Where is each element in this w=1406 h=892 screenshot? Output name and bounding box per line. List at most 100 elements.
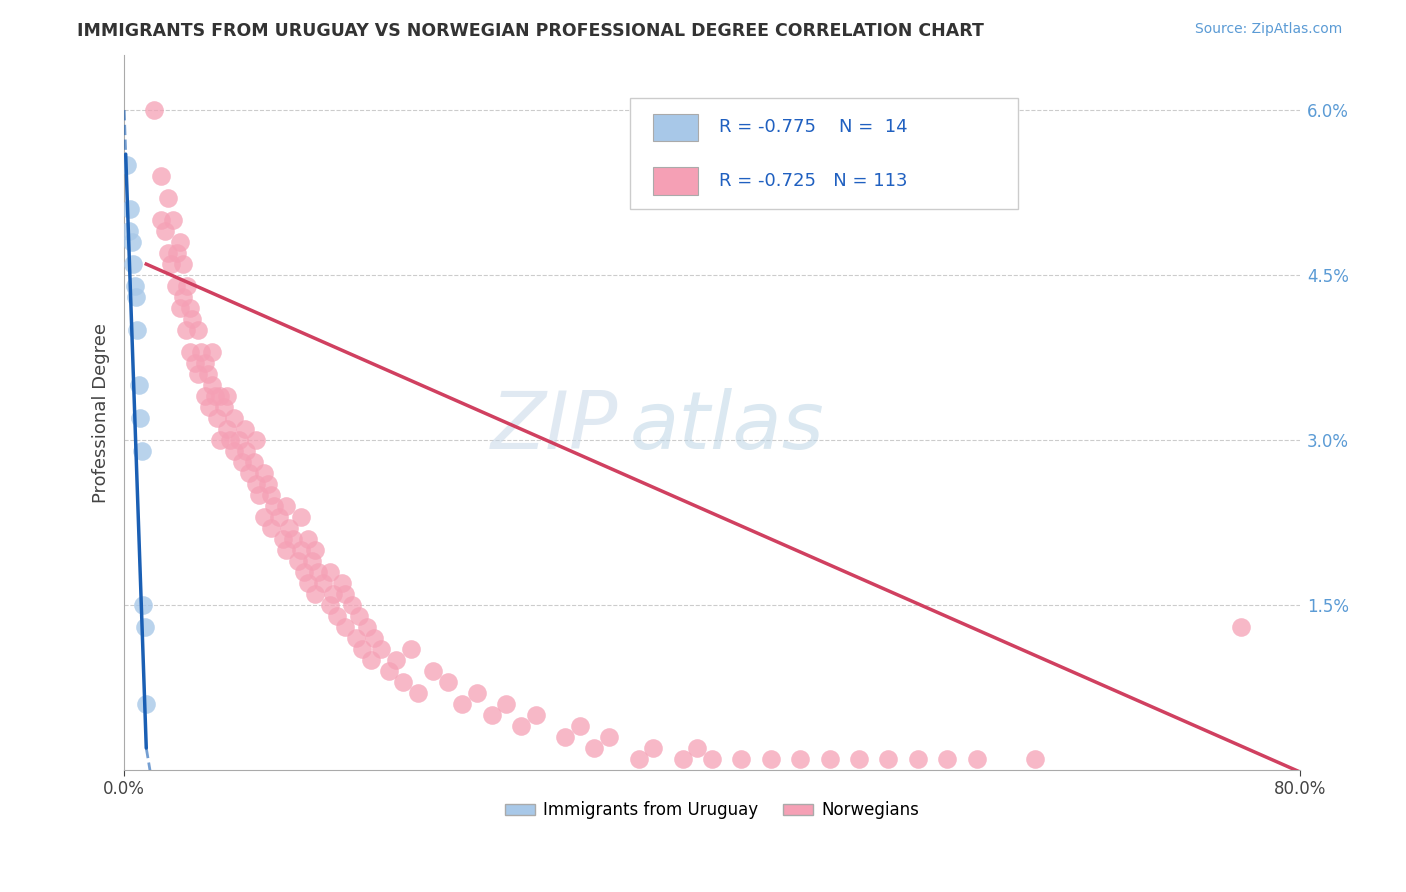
Point [253,510,276,524]
Point [759,752,782,766]
Bar [654,168,697,194]
Point [436,675,458,690]
Point [399,642,422,657]
Point [730,752,752,766]
Point [627,752,650,766]
Point [385,653,408,667]
Point [179,345,201,359]
Point [198,400,221,414]
Point [789,752,811,766]
Point [686,741,709,756]
Point [238,466,260,480]
Point [319,565,342,579]
Point [249,488,271,502]
Point [172,290,194,304]
Point [322,587,344,601]
Point [224,411,246,425]
Point [201,378,224,392]
Point [304,587,326,601]
Legend: Immigrants from Uruguay, Norwegians: Immigrants from Uruguay, Norwegians [498,795,927,826]
Point [160,257,183,271]
Point [297,576,319,591]
Point [260,488,283,502]
Point [907,752,929,766]
Point [297,532,319,546]
Text: R = -0.775    N =  14: R = -0.775 N = 14 [718,119,908,136]
FancyBboxPatch shape [630,98,1018,209]
Point [319,598,342,612]
Point [157,191,180,205]
Point [162,213,184,227]
Text: ZIP: ZIP [491,388,619,466]
Point [115,158,138,172]
Point [184,356,207,370]
Point [267,510,290,524]
Bar [654,114,697,141]
Point [307,565,329,579]
Point [169,301,191,315]
Point [245,433,267,447]
Point [129,411,152,425]
Point [157,246,180,260]
Point [377,664,399,678]
Point [274,499,297,513]
Point [179,301,201,315]
Y-axis label: Professional Degree: Professional Degree [93,323,110,502]
Point [205,411,228,425]
Point [848,752,870,766]
Point [301,554,323,568]
Point [194,356,217,370]
Point [131,444,153,458]
Point [356,620,378,634]
Point [344,631,367,645]
Point [936,752,959,766]
Point [333,620,356,634]
Point [132,598,155,612]
Point [263,499,285,513]
Point [125,290,148,304]
Point [554,730,576,744]
Point [201,345,224,359]
Point [495,697,517,711]
Point [352,642,374,657]
Point [287,554,309,568]
Point [510,719,533,733]
Point [598,730,620,744]
Point [208,389,231,403]
Point [406,686,429,700]
Point [700,752,723,766]
Point [190,345,212,359]
Point [174,323,197,337]
Point [219,433,242,447]
Point [149,169,172,183]
Point [1024,752,1046,766]
Point [672,752,695,766]
Text: IMMIGRANTS FROM URUGUAY VS NORWEGIAN PROFESSIONAL DEGREE CORRELATION CHART: IMMIGRANTS FROM URUGUAY VS NORWEGIAN PRO… [77,22,984,40]
Point [217,422,239,436]
Point [121,235,143,249]
Point [370,642,392,657]
Point [465,686,488,700]
Point [127,323,149,337]
Text: R = -0.725   N = 113: R = -0.725 N = 113 [718,172,908,190]
Point [311,576,333,591]
Point [360,653,382,667]
Point [128,378,150,392]
Point [235,444,257,458]
Point [197,367,219,381]
Point [217,389,239,403]
Point [169,235,191,249]
Point [568,719,591,733]
Point [187,367,209,381]
Point [422,664,444,678]
Point [290,543,312,558]
Point [877,752,900,766]
Point [524,708,547,723]
Point [330,576,353,591]
Point [333,587,356,601]
Point [120,202,142,216]
Point [155,224,177,238]
Point [231,455,253,469]
Point [363,631,385,645]
Point [274,543,297,558]
